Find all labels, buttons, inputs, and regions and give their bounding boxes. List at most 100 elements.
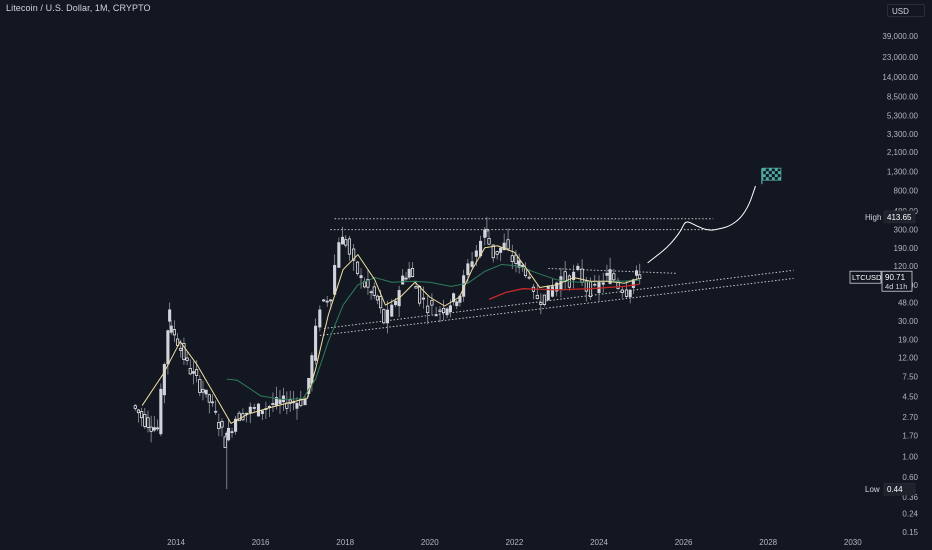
candle-body [375,295,380,301]
flag-cell [765,168,769,172]
candle-body [191,371,195,374]
candle-body [314,325,318,361]
y-tick-label: 48.00 [898,299,919,308]
candle-body [344,239,348,246]
low-tag-value-bg [883,482,916,496]
candle-body [252,406,256,409]
candle-body [441,307,446,313]
y-tick-label: 19.00 [898,335,919,344]
flag-cell [762,174,766,178]
candle-body [355,261,360,274]
time-axis[interactable]: 2014 2016 2018 2020 2022 2024 2026 2028 2030 [167,538,862,547]
y-tick-label: 0.60 [902,473,918,482]
flag-cell [774,171,778,175]
candle-body [198,379,202,393]
candle-body [634,270,639,276]
candle-body [214,410,218,413]
candle-body [434,314,438,317]
candle-body [495,251,499,255]
candle-body [448,305,452,313]
candle-body [483,229,487,238]
candle-body [347,238,351,255]
candle-body [225,432,229,436]
flag-cell [774,177,778,181]
x-tick-label: 2028 [759,538,777,547]
candle-body [390,304,394,317]
candle-body [204,389,208,395]
flag-cell [777,171,781,175]
candle-body [624,289,629,297]
candle-body [155,427,160,430]
candle-body [201,389,205,393]
candle-body [470,261,474,267]
candle-body [168,309,172,322]
y-tick-label: 1.00 [902,453,918,462]
y-tick-label: 7.50 [902,372,918,381]
y-tick-label: 1.70 [902,431,918,440]
candle-body [404,277,408,280]
candle-body [385,309,390,324]
candle-body [185,357,189,361]
candle-body [466,263,470,276]
flag-cell [765,171,769,175]
candle-body [514,254,518,264]
candle-body [605,272,609,276]
y-tick-label: 3,300.00 [887,130,919,139]
high-tag-value-bg [883,210,916,224]
flag-cell [762,177,766,181]
candle-body [260,410,264,415]
candle-body [274,397,279,406]
candle-body [159,388,163,435]
last-symbol-bg [849,270,882,284]
candle-body [608,269,612,284]
candle-body [445,308,449,316]
candle-body [418,285,422,304]
flag-cell [777,168,781,172]
candle-body [407,268,411,278]
y-tick-label: 2,100.00 [887,148,919,157]
candle-body [542,294,546,305]
candle-body [485,229,489,232]
x-tick-label: 2026 [675,538,693,547]
candle-body [474,250,478,257]
y-tick-label: 12.00 [898,354,919,363]
flag-cell [765,174,769,178]
currency-button[interactable]: USD [887,4,925,17]
candle-body [230,431,234,434]
flag-cell [774,174,778,178]
candle-body [523,268,528,277]
candle-body [426,305,430,314]
candle-body [421,297,426,300]
candle-body [162,364,166,396]
last-symbol: LTCUSD [852,273,882,282]
candle-body [143,413,147,427]
candle-body [210,401,215,404]
flag-cell [768,171,772,175]
candle-body [337,242,341,268]
candle-body [136,409,141,414]
high-tag-label-bg [862,210,884,223]
candle-body [325,300,329,303]
low-tag-label-bg [862,483,884,496]
flag-cell [771,177,775,181]
moving-averages [141,245,640,424]
candle-body [220,421,224,428]
candle-body [593,283,597,286]
candle-body [322,299,326,302]
projection-path [647,185,757,264]
y-tick-label: 190.00 [894,244,919,253]
y-tick-label: 2.70 [902,413,918,422]
candle-body [555,282,559,292]
candle-body [452,293,456,303]
candle-body [620,289,624,293]
flag-cell [771,171,775,175]
candle-body [369,291,373,294]
y-tick-label: 8,500.00 [887,93,919,102]
candle-body [394,300,398,306]
candle-body [352,248,356,261]
candle-body [179,347,183,351]
candle-body [430,300,434,306]
candle-body [359,275,363,279]
